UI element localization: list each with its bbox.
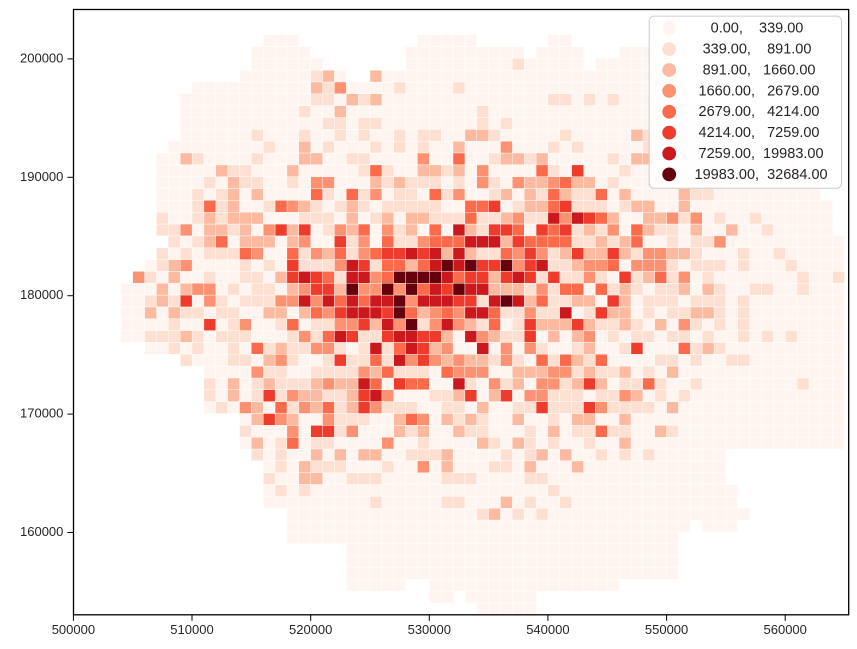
- svg-text:200000: 200000: [20, 50, 63, 65]
- svg-text:500000: 500000: [52, 622, 95, 637]
- svg-text:19983.00, 32684.00: 19983.00, 32684.00: [691, 167, 828, 183]
- svg-text:520000: 520000: [289, 622, 332, 637]
- svg-text:1660.00, 2679.00: 1660.00, 2679.00: [691, 83, 820, 99]
- svg-text:180000: 180000: [20, 287, 63, 302]
- svg-text:540000: 540000: [526, 622, 569, 637]
- svg-text:530000: 530000: [408, 622, 451, 637]
- svg-text:550000: 550000: [645, 622, 688, 637]
- svg-text:160000: 160000: [20, 524, 63, 539]
- svg-text:190000: 190000: [20, 169, 63, 184]
- svg-text:7259.00, 19983.00: 7259.00, 19983.00: [691, 146, 824, 162]
- svg-text:339.00, 891.00: 339.00, 891.00: [691, 42, 812, 58]
- svg-text:170000: 170000: [20, 406, 63, 421]
- svg-text:891.00, 1660.00: 891.00, 1660.00: [691, 62, 816, 78]
- svg-text:510000: 510000: [170, 622, 213, 637]
- svg-text:2679.00, 4214.00: 2679.00, 4214.00: [691, 104, 820, 120]
- svg-text:560000: 560000: [764, 622, 807, 637]
- svg-text:0.00, 339.00: 0.00, 339.00: [691, 21, 804, 37]
- svg-text:4214.00, 7259.00: 4214.00, 7259.00: [691, 125, 820, 141]
